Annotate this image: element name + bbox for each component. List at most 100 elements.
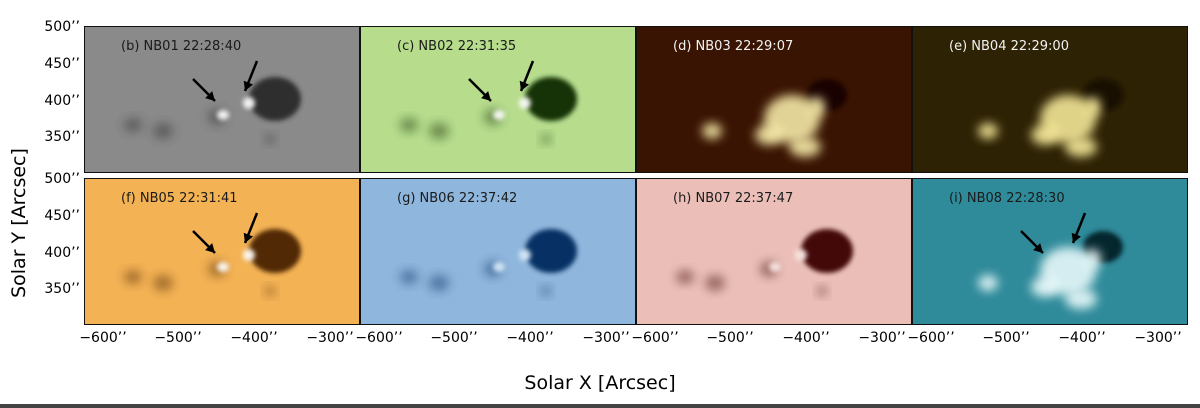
panel-label: (e) NB04 22:29:00 (949, 39, 1069, 54)
panel-nb03: (d) NB03 22:29:07 (636, 26, 912, 173)
flare-ribbon (1065, 289, 1097, 309)
panel-nb01: (b) NB01 22:28:40 (84, 26, 360, 173)
x-tick: −500’’ (154, 330, 202, 346)
flare-ribbon (789, 137, 821, 157)
panel-nb08: (i) NB08 22:28:30 (912, 178, 1188, 325)
bottom-rule (0, 404, 1200, 408)
main-sunspot (249, 77, 301, 121)
y-tick: 350’’ (44, 281, 80, 297)
panel-image (637, 179, 911, 324)
x-tick: −600’’ (355, 330, 403, 346)
sunspot (705, 275, 725, 291)
arrow (243, 60, 259, 92)
panel-nb04: (e) NB04 22:29:00 (912, 26, 1188, 173)
flare-ribbon (1085, 249, 1101, 269)
flare-ribbon (978, 275, 998, 291)
flare-ribbon (1065, 137, 1097, 157)
panel-label: (c) NB02 22:31:35 (397, 39, 517, 54)
y-tick: 400’’ (44, 93, 80, 109)
brightening (217, 110, 229, 120)
flare-ribbon (809, 97, 825, 117)
sunspot (541, 134, 551, 144)
flare-ribbon (1031, 277, 1059, 297)
panel-label: (d) NB03 22:29:07 (673, 39, 794, 54)
y-tick: 450’’ (44, 208, 80, 224)
x-tick: −300’’ (306, 330, 354, 346)
brightening (519, 97, 531, 109)
sunspot (400, 270, 418, 284)
x-tick: −500’’ (430, 330, 478, 346)
panel-nb07: (h) NB07 22:37:47 (636, 178, 912, 325)
panel-nb02: (c) NB02 22:31:35 (360, 26, 636, 173)
panel-label: (h) NB07 22:37:47 (673, 191, 794, 206)
x-tick: −400’’ (230, 330, 278, 346)
y-tick: 500’’ (44, 171, 80, 187)
x-tick: −300’’ (858, 330, 906, 346)
main-sunspot (801, 229, 853, 273)
y-tick: 500’’ (44, 19, 80, 35)
x-tick: −500’’ (706, 330, 754, 346)
brightening (795, 249, 807, 261)
sunspot (153, 123, 173, 139)
y-axis-label: Solar Y [Arcsec] (8, 148, 30, 298)
sunspot (265, 134, 275, 144)
x-tick: −400’’ (506, 330, 554, 346)
arrow (519, 60, 535, 92)
flare-ribbon (1085, 97, 1101, 117)
sunspot (817, 286, 827, 296)
sunspot (541, 286, 551, 296)
panel-nb05: (f) NB05 22:31:41 (84, 178, 360, 325)
sunspot (429, 275, 449, 291)
main-sunspot (525, 77, 577, 121)
flare-ribbon (755, 125, 783, 145)
y-tick: 450’’ (44, 56, 80, 72)
panel-image (85, 179, 359, 324)
brightening (243, 97, 255, 109)
x-tick: −400’’ (782, 330, 830, 346)
brightening (243, 249, 255, 261)
x-tick: −600’’ (631, 330, 679, 346)
x-tick: −300’’ (582, 330, 630, 346)
brightening (493, 262, 505, 272)
brightening (493, 110, 505, 120)
arrow (243, 212, 259, 244)
main-sunspot (525, 229, 577, 273)
x-tick: −300’’ (1134, 330, 1182, 346)
x-tick: −600’’ (907, 330, 955, 346)
panel-image (913, 179, 1187, 324)
panel-image (361, 179, 635, 324)
arrow (1020, 230, 1044, 254)
arrow (1071, 212, 1087, 244)
sunspot (676, 270, 694, 284)
sunspot (124, 270, 142, 284)
flare-ribbon (978, 123, 998, 139)
x-tick: −500’’ (982, 330, 1030, 346)
sunspot (265, 286, 275, 296)
panel-label: (i) NB08 22:28:30 (949, 191, 1065, 206)
arrow (192, 230, 216, 254)
brightening (769, 262, 781, 272)
arrow (192, 78, 216, 102)
panel-label: (f) NB05 22:31:41 (121, 191, 238, 206)
panel-image (913, 27, 1187, 172)
panel-image (637, 27, 911, 172)
x-axis-label: Solar X [Arcsec] (524, 372, 676, 394)
panel-image (85, 27, 359, 172)
panel-image (361, 27, 635, 172)
panel-label: (g) NB06 22:37:42 (397, 191, 518, 206)
sunspot (400, 118, 418, 132)
sunspot (153, 275, 173, 291)
y-tick: 350’’ (44, 129, 80, 145)
sunspot (124, 118, 142, 132)
x-tick: −400’’ (1058, 330, 1106, 346)
y-tick: 400’’ (44, 245, 80, 261)
x-tick: −600’’ (79, 330, 127, 346)
sunspot (429, 123, 449, 139)
panel-label: (b) NB01 22:28:40 (121, 39, 242, 54)
brightening (519, 249, 531, 261)
flare-ribbon (1031, 125, 1059, 145)
brightening (217, 262, 229, 272)
main-sunspot (249, 229, 301, 273)
panel-nb06: (g) NB06 22:37:42 (360, 178, 636, 325)
